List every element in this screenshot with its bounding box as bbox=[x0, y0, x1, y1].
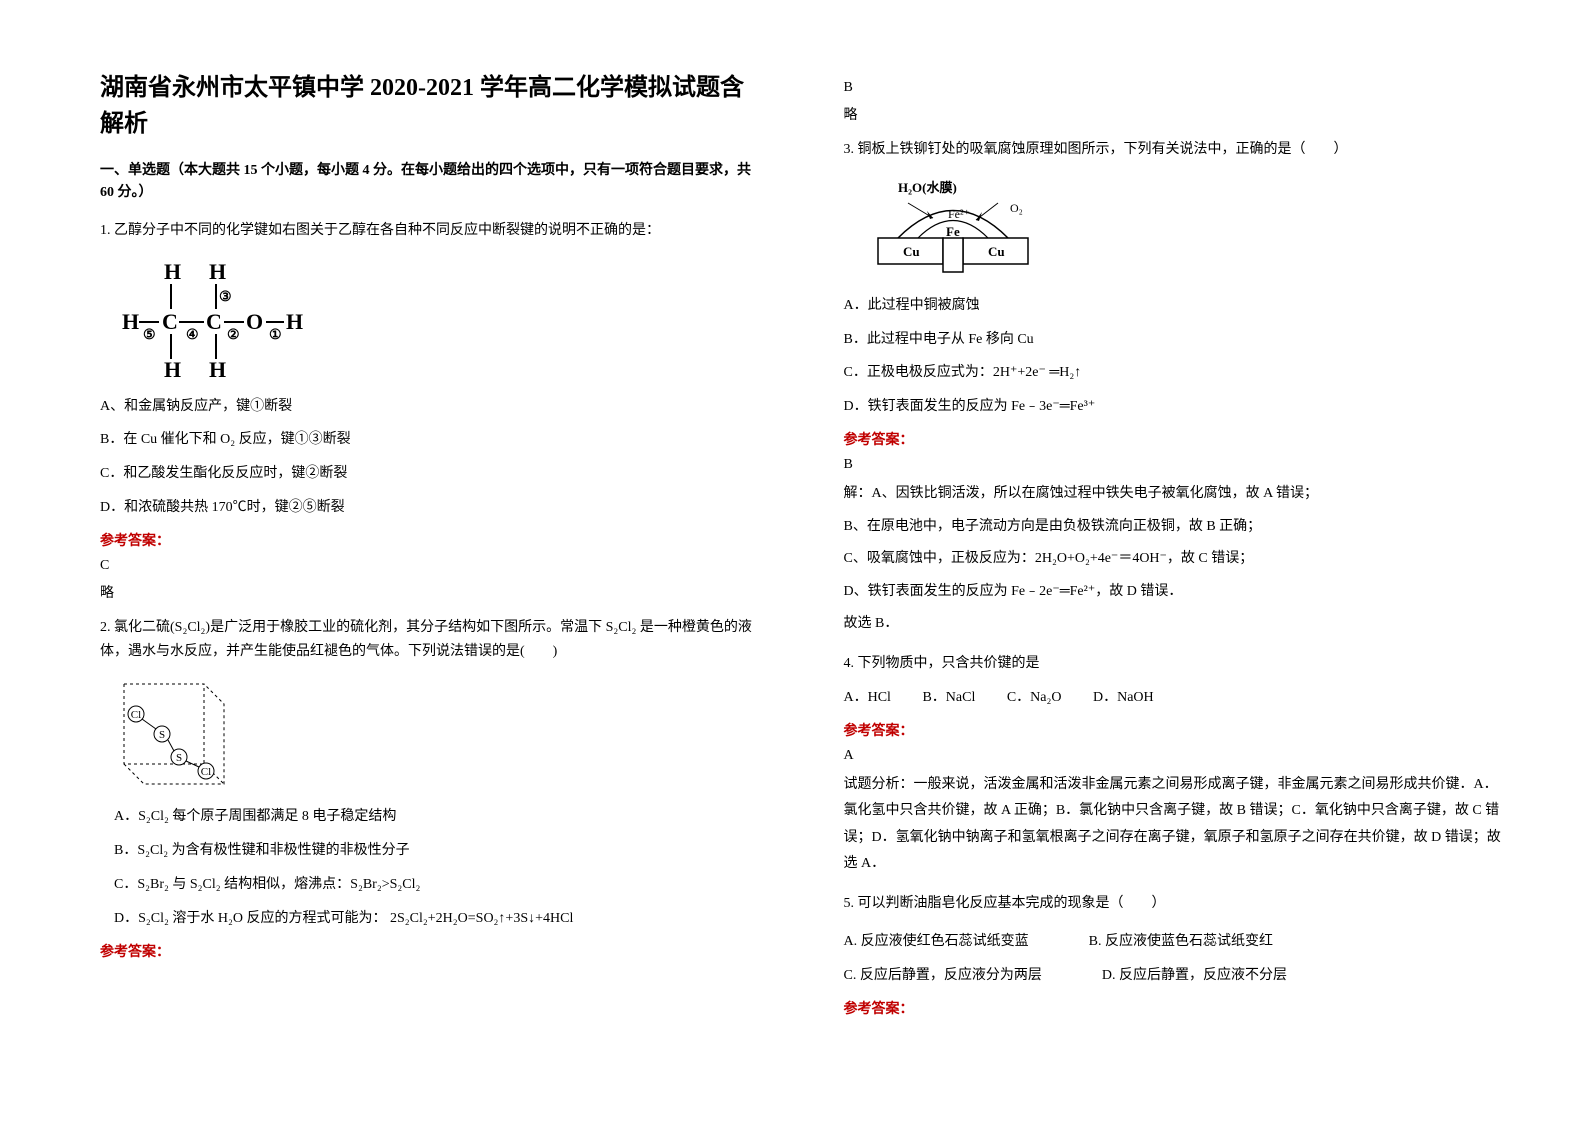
q1-H: H bbox=[122, 309, 139, 334]
q1-optD: D．和浓硫酸共热 170℃时，键②⑤断裂 bbox=[100, 496, 764, 520]
q4-optD: D．NaOH bbox=[1093, 690, 1154, 705]
q1-C: C bbox=[162, 309, 178, 334]
q2-S: S bbox=[176, 752, 182, 764]
q5-optC: C. 反应后静置，反应液分为两层 bbox=[844, 964, 1042, 984]
q1-H: H bbox=[209, 259, 226, 284]
right-column: B 略 3. 铜板上铁铆钉处的吸氧腐蚀原理如图所示，下列有关说法中，正确的是（ … bbox=[844, 50, 1508, 1024]
q1-explanation: 略 bbox=[100, 582, 764, 602]
q1-C: C bbox=[206, 309, 222, 334]
q1-answer-label: 参考答案： bbox=[100, 530, 764, 550]
q2-explanation: 略 bbox=[844, 104, 1508, 124]
left-column: 湖南省永州市太平镇中学 2020-2021 学年高二化学模拟试题含解析 一、单选… bbox=[100, 50, 764, 1024]
q1-H: H bbox=[286, 309, 303, 334]
q3-exp3: C、吸氧腐蚀中，正极反应为：2H₂O+O₂+4e⁻＝4OH⁻，故 C 错误； bbox=[844, 546, 1508, 573]
q1-stem: 1. 乙醇分子中不同的化学键如右图关于乙醇在各自种不同反应中断裂键的说明不正确的… bbox=[100, 219, 764, 243]
q4-explanation: 试题分析：一般来说，活泼金属和活泼非金属元素之间易形成离子键，非金属元素之间易形… bbox=[844, 772, 1508, 878]
q3-water-label: H₂O(水膜) bbox=[898, 180, 957, 195]
q3-exp2: B、在原电池中，电子流动方向是由负极铁流向正极铜，故 B 正确； bbox=[844, 514, 1508, 541]
q5-answer-label: 参考答案： bbox=[844, 998, 1508, 1018]
q1-O: O bbox=[246, 309, 263, 334]
q4-optB: B．NaCl bbox=[922, 690, 975, 705]
q1-label-3: ③ bbox=[219, 290, 232, 305]
q3-Cu-label: Cu bbox=[903, 244, 920, 259]
q4-stem: 4. 下列物质中，只含共价键的是 bbox=[844, 652, 1508, 676]
q3-Fe-label: Fe bbox=[946, 224, 960, 239]
q3-Cu-label: Cu bbox=[988, 244, 1005, 259]
q2-Cl: Cl bbox=[131, 709, 141, 721]
q3-optA: A．此过程中铜被腐蚀 bbox=[844, 294, 1508, 318]
q1-optA: A、和金属钠反应产，键①断裂 bbox=[100, 395, 764, 419]
q4-options: A．HCl B．NaCl C．Na₂O D．NaOH bbox=[844, 686, 1508, 710]
q5-optA: A. 反应液使红色石蕊试纸变蓝 bbox=[844, 930, 1029, 950]
q1-diagram: H H ③ H ⑤ C ④ C ② O ① H bbox=[114, 259, 764, 379]
q2-optD: D．S₂Cl₂ 溶于水 H₂O 反应的方程式可能为： 2S₂Cl₂+2H₂O=S… bbox=[100, 907, 764, 931]
page-title: 湖南省永州市太平镇中学 2020-2021 学年高二化学模拟试题含解析 bbox=[100, 70, 764, 142]
q3-exp5: 故选 B． bbox=[844, 611, 1508, 638]
q3-stem: 3. 铜板上铁铆钉处的吸氧腐蚀原理如图所示，下列有关说法中，正确的是（ ） bbox=[844, 138, 1508, 162]
q4-answer-label: 参考答案： bbox=[844, 720, 1508, 740]
q3-answer-label: 参考答案： bbox=[844, 429, 1508, 449]
q5-row2: C. 反应后静置，反应液分为两层 D. 反应后静置，反应液不分层 bbox=[844, 964, 1508, 984]
q2-stem: 2. 氯化二硫(S₂Cl₂)是广泛用于橡胶工业的硫化剂，其分子结构如下图所示。常… bbox=[100, 616, 764, 664]
q1-H: H bbox=[209, 357, 226, 379]
q3-optB: B．此过程中电子从 Fe 移向 Cu bbox=[844, 328, 1508, 352]
q2-answer-label: 参考答案： bbox=[100, 941, 764, 961]
q5-optD: D. 反应后静置，反应液不分层 bbox=[1102, 964, 1287, 984]
q1-H: H bbox=[164, 357, 181, 379]
q3-exp1: 解：A、因铁比铜活泼，所以在腐蚀过程中铁失电子被氧化腐蚀，故 A 错误； bbox=[844, 481, 1508, 508]
q1-label-5: ⑤ bbox=[143, 328, 156, 343]
q1-optC: C．和乙酸发生酯化反反应时，键②断裂 bbox=[100, 462, 764, 486]
q1-label-2: ② bbox=[227, 328, 240, 343]
q5-stem: 5. 可以判断油脂皂化反应基本完成的现象是（ ） bbox=[844, 892, 1508, 916]
q3-Fe2-label: Fe²⁺ bbox=[948, 207, 970, 221]
q2-optB: B．S₂Cl₂ 为含有极性键和非极性键的非极性分子 bbox=[100, 839, 764, 863]
q2-optA: A．S₂Cl₂ 每个原子周围都满足 8 电子稳定结构 bbox=[100, 805, 764, 829]
q4-optC: C．Na₂O bbox=[1007, 690, 1062, 705]
q3-optD: D．铁钉表面发生的反应为 Fe﹣3e⁻═Fe³⁺ bbox=[844, 395, 1508, 419]
q3-answer: B bbox=[844, 457, 1508, 473]
q2-optC: C．S₂Br₂ 与 S₂Cl₂ 结构相似，熔沸点：S₂Br₂>S₂Cl₂ bbox=[100, 873, 764, 897]
q3-exp4: D、铁钉表面发生的反应为 Fe﹣2e⁻═Fe²⁺，故 D 错误． bbox=[844, 579, 1508, 606]
q5-row1: A. 反应液使红色石蕊试纸变蓝 B. 反应液使蓝色石蕊试纸变红 bbox=[844, 930, 1508, 950]
q4-optA: A．HCl bbox=[844, 690, 891, 705]
q5-optB: B. 反应液使蓝色石蕊试纸变红 bbox=[1089, 930, 1273, 950]
q1-label-1: ① bbox=[269, 328, 282, 343]
q1-answer: C bbox=[100, 558, 764, 574]
q2-Cl: Cl bbox=[201, 766, 211, 778]
q2-answer: B bbox=[844, 80, 1508, 96]
q3-diagram: H₂O(水膜) Fe²⁺ O₂ Fe Cu Cu bbox=[858, 178, 1508, 278]
q1-label-4: ④ bbox=[186, 328, 199, 343]
q1-optB: B．在 Cu 催化下和 O₂ 反应，键①③断裂 bbox=[100, 428, 764, 452]
q3-optC: C．正极电极反应式为：2H⁺+2e⁻ ═H₂↑ bbox=[844, 361, 1508, 385]
q4-answer: A bbox=[844, 748, 1508, 764]
q1-H: H bbox=[164, 259, 181, 284]
q2-diagram: Cl S S Cl bbox=[114, 679, 764, 789]
section-intro: 一、单选题（本大题共 15 个小题，每小题 4 分。在每小题给出的四个选项中，只… bbox=[100, 160, 764, 205]
q2-S: S bbox=[159, 729, 165, 741]
q3-O2-label: O₂ bbox=[1010, 201, 1023, 215]
